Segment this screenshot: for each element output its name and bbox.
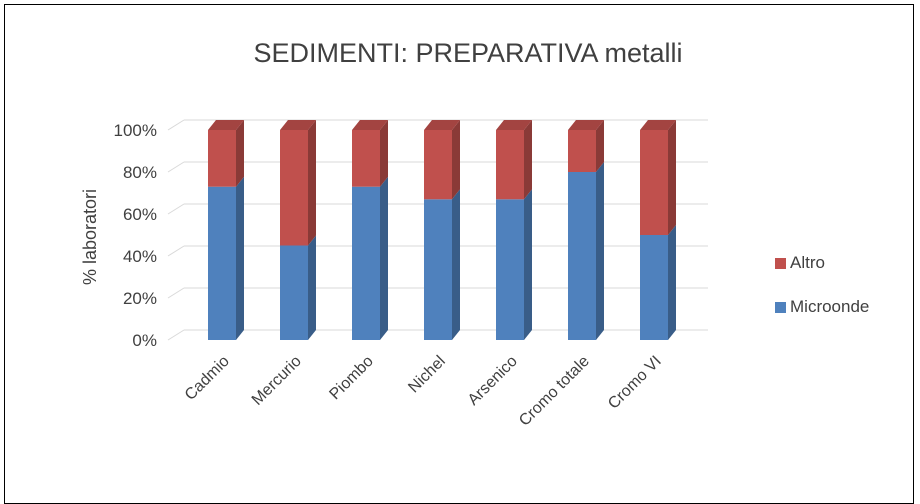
gridline-side [167, 203, 185, 215]
bar-front [568, 172, 596, 340]
bar-side [380, 120, 388, 187]
bar-side [668, 225, 676, 340]
y-tick-label: 0% [132, 331, 157, 350]
bar-side [380, 176, 388, 340]
bar-segment-microonde [352, 176, 388, 340]
bar-front [280, 130, 308, 246]
x-category-label: Cromo totale [516, 353, 593, 430]
bar-front [424, 199, 452, 340]
bar-front [496, 199, 524, 340]
bar-front [640, 130, 668, 235]
bar-top [280, 120, 316, 130]
y-tick-label: 20% [123, 289, 157, 308]
bar-front [496, 130, 524, 200]
bar-top [352, 120, 388, 130]
bar-front [568, 130, 596, 172]
bar-top [568, 120, 604, 130]
y-tick-label: 40% [123, 247, 157, 266]
gridline-side [167, 119, 185, 131]
bar-front [424, 130, 452, 200]
bar-side [308, 235, 316, 340]
y-tick-label: 60% [123, 205, 157, 224]
bar-top [640, 120, 676, 130]
bar-side [452, 189, 460, 340]
bar-side [308, 120, 316, 246]
x-category-label: Mercurio [249, 353, 305, 409]
x-category-label: Nichel [405, 353, 448, 396]
bar-front [280, 245, 308, 340]
bar-front [640, 235, 668, 340]
bar-side [596, 162, 604, 340]
bar-segment-altro [280, 120, 316, 246]
bar-segment-altro [568, 120, 604, 172]
legend-label-microonde: Microonde [790, 297, 869, 316]
gridline-side [167, 161, 185, 173]
x-category-label: Arsenico [465, 353, 521, 409]
bar-segment-altro [640, 120, 676, 235]
bar-front [208, 130, 236, 187]
chart-svg: 0% 20% 40% 60% 80% 100% % laboratori Cadmio Merc… [80, 119, 869, 430]
bar-front [208, 186, 236, 340]
x-category-label: Piombo [326, 353, 376, 403]
bar-top [424, 120, 460, 130]
bar-top [208, 120, 244, 130]
bar-side [524, 189, 532, 340]
bar-segment-microonde [280, 235, 316, 340]
bar-side [236, 120, 244, 187]
bar-front [352, 130, 380, 187]
legend-swatch-altro [775, 258, 786, 269]
bar-segment-microonde [424, 189, 460, 340]
bar-side [524, 120, 532, 200]
x-category-label: Cromo VI [605, 353, 665, 413]
bar-segment-microonde [640, 225, 676, 340]
legend: Altro Microonde [775, 253, 869, 316]
y-tick-label: 100% [114, 121, 157, 140]
bar-side [596, 120, 604, 172]
legend-swatch-microonde [775, 302, 786, 313]
bar-side [668, 120, 676, 235]
y-tick-labels: 0% 20% 40% 60% 80% 100% [114, 121, 157, 350]
bar-front [352, 186, 380, 340]
bar-segment-microonde [568, 162, 604, 340]
bar-side [452, 120, 460, 200]
bars [208, 120, 676, 340]
chart-title: SEDIMENTI: PREPARATIVA metalli [253, 38, 683, 68]
bar-segment-altro [208, 120, 244, 187]
x-category-labels: Cadmio Mercurio Piombo Nichel ArsenicoCromo … [182, 353, 665, 430]
gridline-side [167, 245, 185, 257]
bar-segment-microonde [208, 176, 244, 340]
bar-top [496, 120, 532, 130]
bar-side [236, 176, 244, 340]
gridline-side [167, 329, 185, 341]
bar-segment-microonde [496, 189, 532, 340]
y-axis-label: % laboratori [80, 189, 100, 285]
legend-label-altro: Altro [790, 253, 825, 272]
y-tick-label: 80% [123, 163, 157, 182]
bar-segment-altro [496, 120, 532, 200]
bar-segment-altro [352, 120, 388, 187]
gridline-side [167, 287, 185, 299]
x-category-label: Cadmio [182, 353, 233, 404]
bar-segment-altro [424, 120, 460, 200]
